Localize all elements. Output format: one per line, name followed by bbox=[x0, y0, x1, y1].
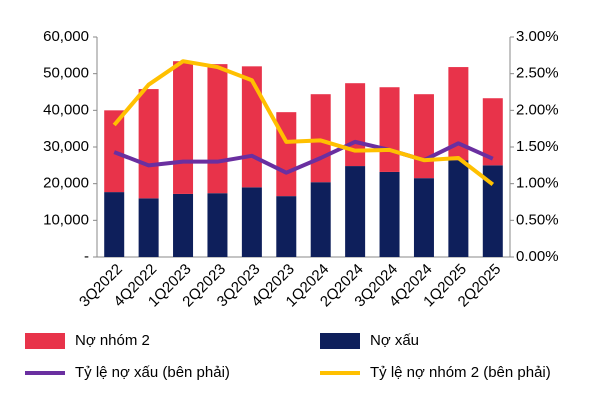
bar bbox=[310, 182, 331, 257]
bar bbox=[241, 66, 262, 188]
bar bbox=[241, 187, 262, 257]
y-tick-label: 20,000 bbox=[43, 175, 89, 192]
y-tick-label: 10,000 bbox=[43, 211, 89, 228]
legend-label: Tỷ lệ nợ xấu (bên phải) bbox=[75, 364, 230, 381]
y2-tick-label: 3.00% bbox=[516, 28, 559, 45]
bar bbox=[379, 87, 400, 172]
legend-label: Tỷ lệ nợ nhóm 2 (bên phải) bbox=[370, 364, 551, 381]
y-tick-label: 60,000 bbox=[43, 28, 89, 45]
line bbox=[113, 139, 494, 175]
bar bbox=[345, 166, 366, 257]
bar bbox=[104, 192, 125, 257]
bar bbox=[413, 94, 434, 179]
legend-swatch bbox=[25, 333, 65, 349]
y-tick-label: 40,000 bbox=[43, 101, 89, 118]
y2-tick-label: 0.00% bbox=[516, 248, 559, 265]
bar bbox=[448, 67, 469, 161]
bar bbox=[310, 94, 331, 183]
bar bbox=[207, 193, 228, 257]
legend-swatch bbox=[320, 333, 360, 349]
bar bbox=[276, 196, 297, 257]
y2-tick-label: 2.50% bbox=[516, 65, 559, 82]
legend-label: Nợ nhóm 2 bbox=[75, 332, 150, 349]
bar bbox=[173, 193, 194, 257]
bar bbox=[413, 178, 434, 257]
y2-tick-label: 0.50% bbox=[516, 211, 559, 228]
y-tick-label: - bbox=[84, 248, 89, 265]
legend-label: Nợ xấu bbox=[370, 332, 419, 349]
bar bbox=[173, 61, 194, 194]
bar bbox=[207, 64, 228, 194]
bar bbox=[482, 165, 503, 257]
y2-tick-label: 2.00% bbox=[516, 101, 559, 118]
y-tick-label: 50,000 bbox=[43, 65, 89, 82]
bar bbox=[345, 83, 366, 167]
bar bbox=[138, 89, 159, 199]
bar bbox=[138, 198, 159, 257]
bar bbox=[379, 171, 400, 257]
bar bbox=[448, 160, 469, 257]
y2-tick-label: 1.50% bbox=[516, 138, 559, 155]
y2-tick-label: 1.00% bbox=[516, 175, 559, 192]
bar bbox=[104, 110, 125, 193]
y-tick-label: 30,000 bbox=[43, 138, 89, 155]
line bbox=[112, 59, 495, 186]
bar bbox=[482, 98, 503, 166]
bar bbox=[276, 112, 297, 197]
